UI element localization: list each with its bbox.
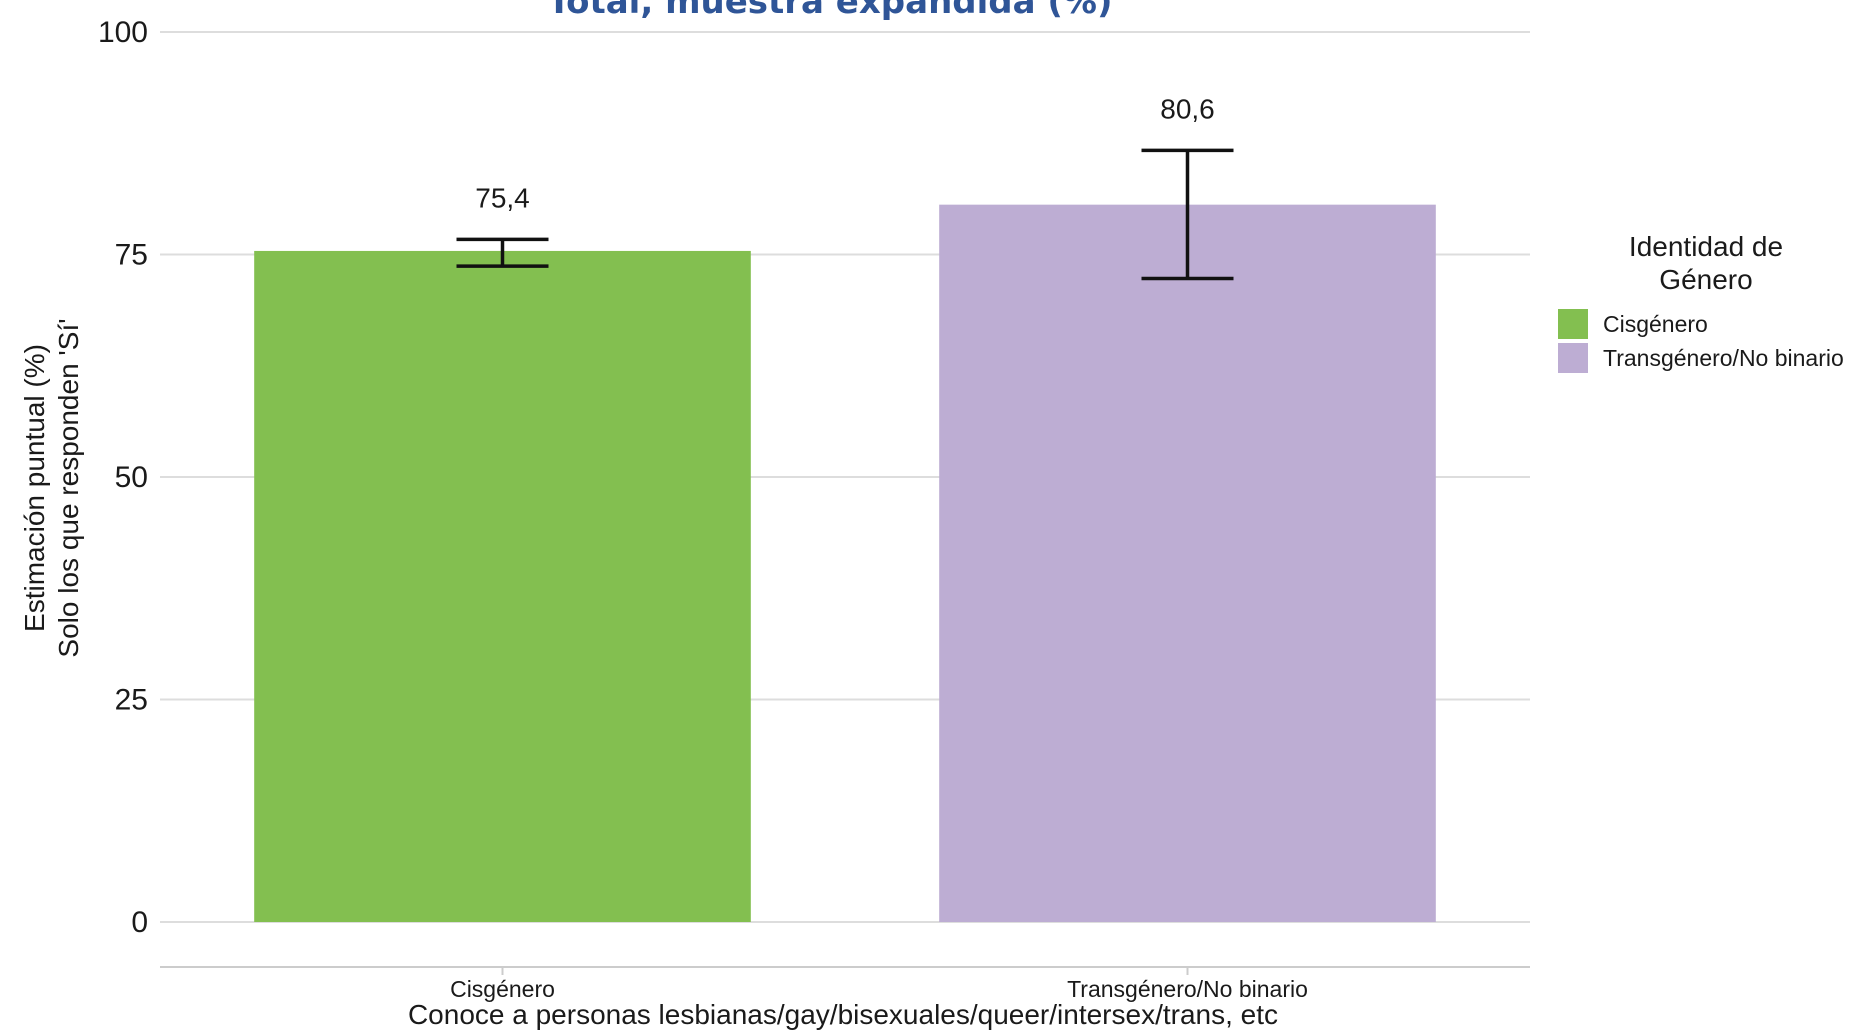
y-tick-label-75: 75 [115, 239, 148, 272]
bars [254, 204, 1436, 922]
y-tick-label-25: 25 [115, 684, 148, 717]
legend: Identidad de Género Cisgénero Transgénero… [1558, 231, 1844, 373]
data-label-cisg-nero: 75,4 [475, 182, 530, 213]
x-tick-label-transg-nero-no-binario: Transgénero/No binario [1067, 976, 1308, 1002]
data-label-transg-nero-no-binario: 80,6 [1160, 93, 1215, 124]
y-axis-title: Estimación puntual (%) Solo los que resp… [19, 318, 84, 657]
y-axis-title-line-1: Estimación puntual (%) [19, 344, 50, 632]
bar-cisg-nero [254, 250, 751, 922]
bar-transg-nero-no-binario [939, 204, 1436, 922]
x-axis: Cisgénero Transgénero/No binario [160, 966, 1530, 1002]
legend-title-line-1: Identidad de [1629, 231, 1783, 262]
y-tick-label-100: 100 [98, 16, 148, 49]
legend-label-cisg-nero: Cisgénero [1603, 311, 1708, 337]
legend-title-line-2: Género [1659, 264, 1752, 295]
y-axis-title-line-2: Solo los que responden 'Sí' [53, 318, 84, 657]
chart-title: Total, muestra expandida (%) [547, 0, 1112, 22]
error-bars [456, 148, 1234, 281]
data-labels: 75,4 80,6 [475, 93, 1215, 213]
legend-label-transg-nero-no-binario: Transgénero/No binario [1603, 345, 1844, 371]
x-tick-label-cisg-nero: Cisgénero [450, 976, 555, 1002]
y-tick-label-50: 50 [115, 461, 148, 494]
x-axis-title: Conoce a personas lesbianas/gay/bisexual… [408, 999, 1278, 1030]
y-tick-label-0: 0 [131, 906, 148, 939]
legend-swatch-cisg-nero [1558, 309, 1588, 339]
legend-swatch-transg-nero-no-binario [1558, 343, 1588, 373]
y-axis-ticks: 0 25 50 75 100 [98, 16, 148, 939]
